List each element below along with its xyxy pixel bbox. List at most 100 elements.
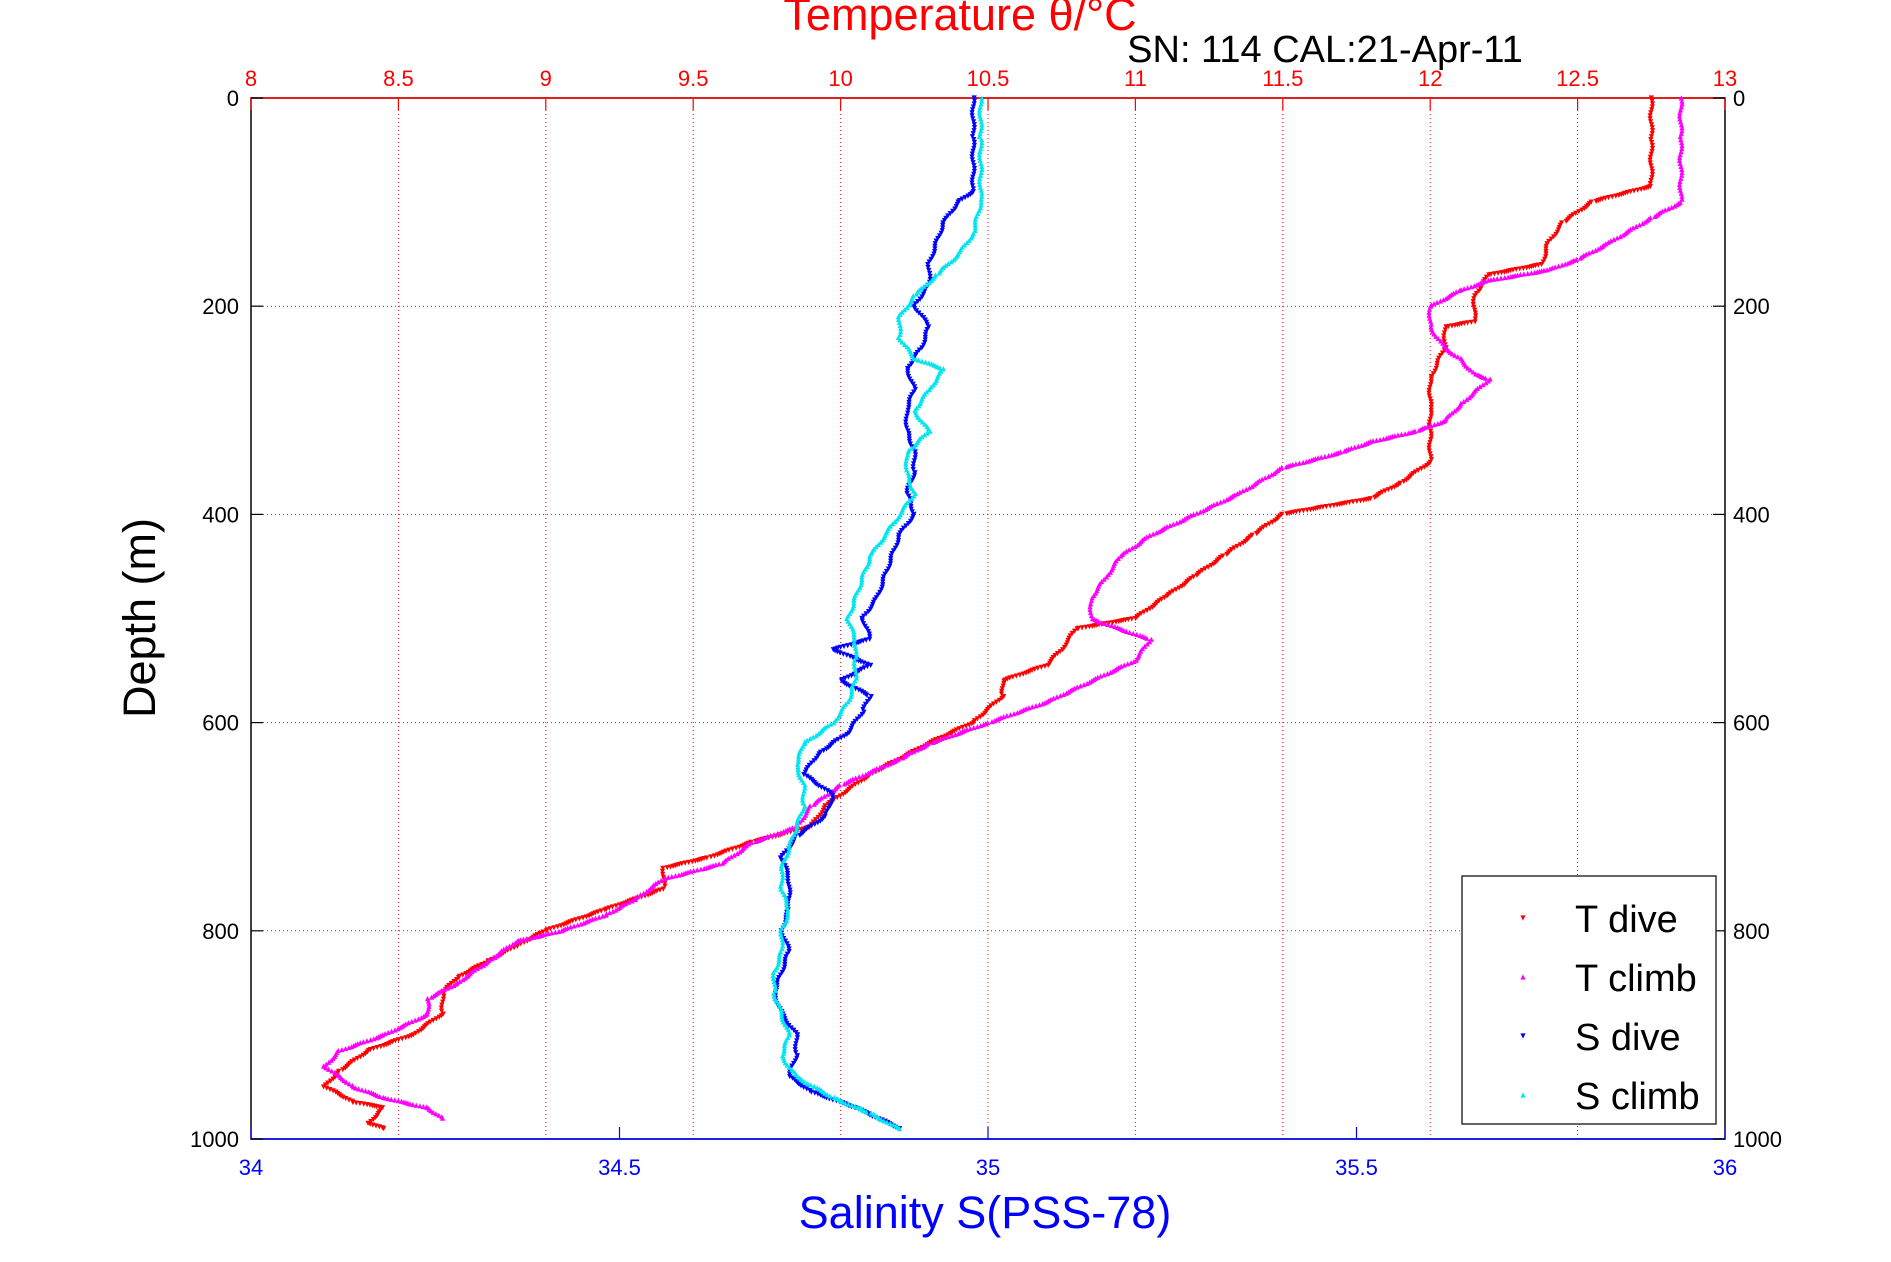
data-point	[787, 893, 793, 899]
data-point	[829, 800, 835, 806]
data-point	[817, 818, 823, 824]
data-point	[862, 701, 869, 707]
data-point	[737, 849, 743, 855]
data-point	[969, 157, 975, 163]
data-point	[855, 780, 861, 786]
data-point	[1495, 270, 1501, 276]
data-point	[863, 771, 869, 778]
data-point	[804, 1086, 810, 1092]
tick-label-salinity: 36	[1713, 1155, 1737, 1180]
data-point	[940, 366, 947, 372]
data-point	[910, 381, 916, 387]
data-point	[878, 539, 884, 545]
data-point	[418, 1027, 424, 1033]
data-point	[330, 1076, 336, 1082]
data-point	[1217, 499, 1224, 505]
data-point	[974, 716, 980, 722]
data-point	[409, 1018, 415, 1025]
tick-label-depth-right: 1000	[1733, 1127, 1782, 1152]
data-point	[849, 691, 855, 697]
data-point	[880, 574, 887, 580]
data-point	[503, 945, 510, 951]
data-point	[786, 1064, 792, 1070]
data-point	[880, 582, 886, 588]
data-point	[853, 648, 859, 654]
data-point	[912, 455, 918, 461]
data-point	[440, 1115, 446, 1121]
data-point	[921, 283, 927, 289]
data-point	[660, 871, 666, 877]
data-point	[412, 1017, 418, 1023]
tick-label-temperature: 8.5	[383, 66, 414, 91]
data-point	[868, 1110, 874, 1116]
data-point	[1084, 680, 1090, 687]
data-point	[1464, 396, 1470, 403]
data-point	[552, 929, 558, 935]
data-point	[932, 241, 938, 247]
data-point	[543, 928, 550, 934]
data-point	[843, 790, 849, 796]
data-point	[1665, 206, 1672, 212]
data-point	[945, 261, 951, 267]
data-point	[1559, 262, 1565, 268]
data-point	[1081, 682, 1087, 688]
data-point	[972, 216, 978, 222]
data-point	[1453, 289, 1459, 295]
data-point	[778, 883, 784, 889]
data-point	[1132, 615, 1139, 622]
data-point	[1649, 145, 1656, 152]
data-point	[969, 183, 976, 189]
data-point	[1551, 234, 1557, 240]
data-point	[889, 550, 895, 557]
data-point	[969, 154, 975, 160]
data-point	[905, 371, 911, 377]
data-point	[637, 892, 644, 898]
data-point	[1485, 378, 1491, 384]
data-point	[917, 416, 923, 423]
data-point	[942, 262, 949, 269]
data-point	[775, 977, 781, 983]
data-point	[592, 915, 599, 921]
data-point	[1402, 431, 1408, 437]
data-point	[940, 222, 946, 229]
data-point	[1106, 620, 1112, 626]
data-point	[1382, 488, 1388, 494]
data-point	[381, 1125, 387, 1132]
data-point	[1051, 695, 1057, 701]
data-point	[377, 1093, 383, 1100]
data-point	[392, 1097, 398, 1103]
data-point	[784, 902, 790, 908]
data-point	[320, 1084, 327, 1090]
data-point	[506, 943, 513, 949]
data-point	[801, 772, 807, 778]
data-point	[781, 1047, 787, 1054]
data-point	[938, 230, 944, 236]
data-point	[413, 1030, 419, 1036]
data-point	[992, 718, 998, 724]
data-point	[917, 746, 923, 752]
data-point	[1647, 113, 1653, 119]
data-point	[1678, 95, 1684, 101]
data-point	[978, 187, 984, 193]
axis-ticks: 8 8.5 9 9.5 10 10.5 11 11.5 12 12.5 13 34 34.5 35 35.5…	[190, 66, 1782, 1180]
data-point	[971, 165, 978, 172]
data-point	[767, 832, 774, 839]
tick-label-depth-left: 1000	[190, 1127, 239, 1152]
data-point	[887, 561, 894, 567]
data-point	[858, 778, 865, 784]
data-point	[996, 697, 1003, 703]
data-point	[323, 1065, 329, 1071]
data-point	[779, 1011, 785, 1017]
data-point	[966, 237, 972, 243]
data-point	[887, 563, 893, 570]
data-point	[1427, 416, 1433, 422]
data-point	[1177, 519, 1183, 525]
data-point	[1677, 134, 1683, 140]
data-point	[1426, 448, 1432, 454]
data-point	[905, 428, 911, 434]
data-point	[972, 219, 978, 225]
data-point	[1161, 595, 1168, 601]
data-point	[448, 980, 454, 987]
data-point	[1669, 204, 1675, 210]
data-point	[785, 873, 791, 879]
